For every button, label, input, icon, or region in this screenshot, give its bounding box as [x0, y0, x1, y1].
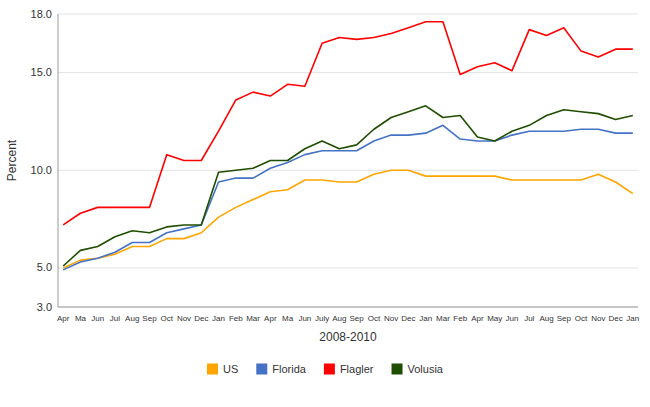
x-tick-label: Nov: [591, 314, 605, 323]
y-tick-label: 3.0: [37, 301, 52, 313]
x-tick-label: May: [487, 314, 502, 323]
legend-label: US: [223, 363, 238, 375]
x-tick-label: Jan: [626, 314, 639, 323]
grid-line: [58, 267, 638, 268]
y-tick-label: 10.0: [31, 164, 52, 176]
x-tick-label: Jun: [91, 314, 104, 323]
legend: US Florida Flagler Volusia: [207, 363, 444, 375]
x-tick-label: Dec: [401, 314, 415, 323]
series-line: [63, 22, 633, 225]
x-tick-label: Feb: [453, 314, 467, 323]
y-tick-labels: 3.0 5.0 10.0 15.0 18.0: [31, 8, 52, 313]
x-tick-label: Sep: [142, 314, 157, 323]
legend-swatch: [324, 364, 335, 375]
chart: 3.05.010.015.018.0AprMaJunJulAugSepOctNo…: [0, 0, 650, 407]
lines: [63, 22, 633, 270]
x-tick-label: Mar: [246, 314, 260, 323]
x-tick-label: Jun: [506, 314, 519, 323]
x-tick-label: Apr: [264, 314, 277, 323]
series-line: [63, 106, 633, 266]
y-axis-line: [58, 14, 59, 307]
y-tick-label: 5.0: [37, 261, 52, 273]
x-tick-label: Oct: [368, 314, 381, 323]
x-tick-label: Aug: [125, 314, 139, 323]
x-tick-labels: AprMaJunJulAugSepOctNovDecJanFebMarAprMa…: [57, 314, 639, 323]
x-tick-label: July: [315, 314, 329, 323]
x-tick-label: Oct: [161, 314, 174, 323]
legend-swatch: [392, 364, 403, 375]
x-tick-label: Ma: [282, 314, 294, 323]
x-tick-label: Ma: [75, 314, 87, 323]
legend-label: Volusia: [408, 363, 444, 375]
x-tick-label: Aug: [539, 314, 553, 323]
x-tick-label: Jul: [110, 314, 120, 323]
y-tick-label: 18.0: [31, 8, 52, 20]
x-tick-label: Jun: [298, 314, 311, 323]
x-tick-label: Sep: [557, 314, 572, 323]
series-line: [63, 170, 633, 268]
x-tick-label: Jan: [419, 314, 432, 323]
x-tick-label: Apr: [57, 314, 70, 323]
x-tick-label: Apr: [471, 314, 484, 323]
grid-line: [58, 307, 638, 308]
y-tick-label: 15.0: [31, 66, 52, 78]
y-axis-title: Percent: [5, 139, 19, 181]
grid-line: [58, 14, 638, 15]
grid-line: [58, 170, 638, 171]
legend-label: Florida: [272, 363, 307, 375]
x-tick-label: Dec: [608, 314, 622, 323]
grid-line: [58, 72, 638, 73]
x-axis-line: [58, 307, 638, 308]
x-tick-label: Jul: [524, 314, 534, 323]
x-tick-label: Jan: [212, 314, 225, 323]
x-tick-label: Mar: [436, 314, 450, 323]
x-tick-label: Sep: [350, 314, 365, 323]
y-grid: [58, 14, 638, 307]
x-tick-label: Nov: [177, 314, 191, 323]
x-tick-label: Oct: [575, 314, 588, 323]
x-tick-label: Dec: [194, 314, 208, 323]
legend-swatch: [207, 364, 218, 375]
x-axis-title: 2008-2010: [319, 330, 377, 344]
x-tick-label: Feb: [229, 314, 243, 323]
x-tick-label: Nov: [384, 314, 398, 323]
x-tick-label: Aug: [332, 314, 346, 323]
legend-label: Flagler: [340, 363, 374, 375]
legend-swatch: [256, 364, 267, 375]
